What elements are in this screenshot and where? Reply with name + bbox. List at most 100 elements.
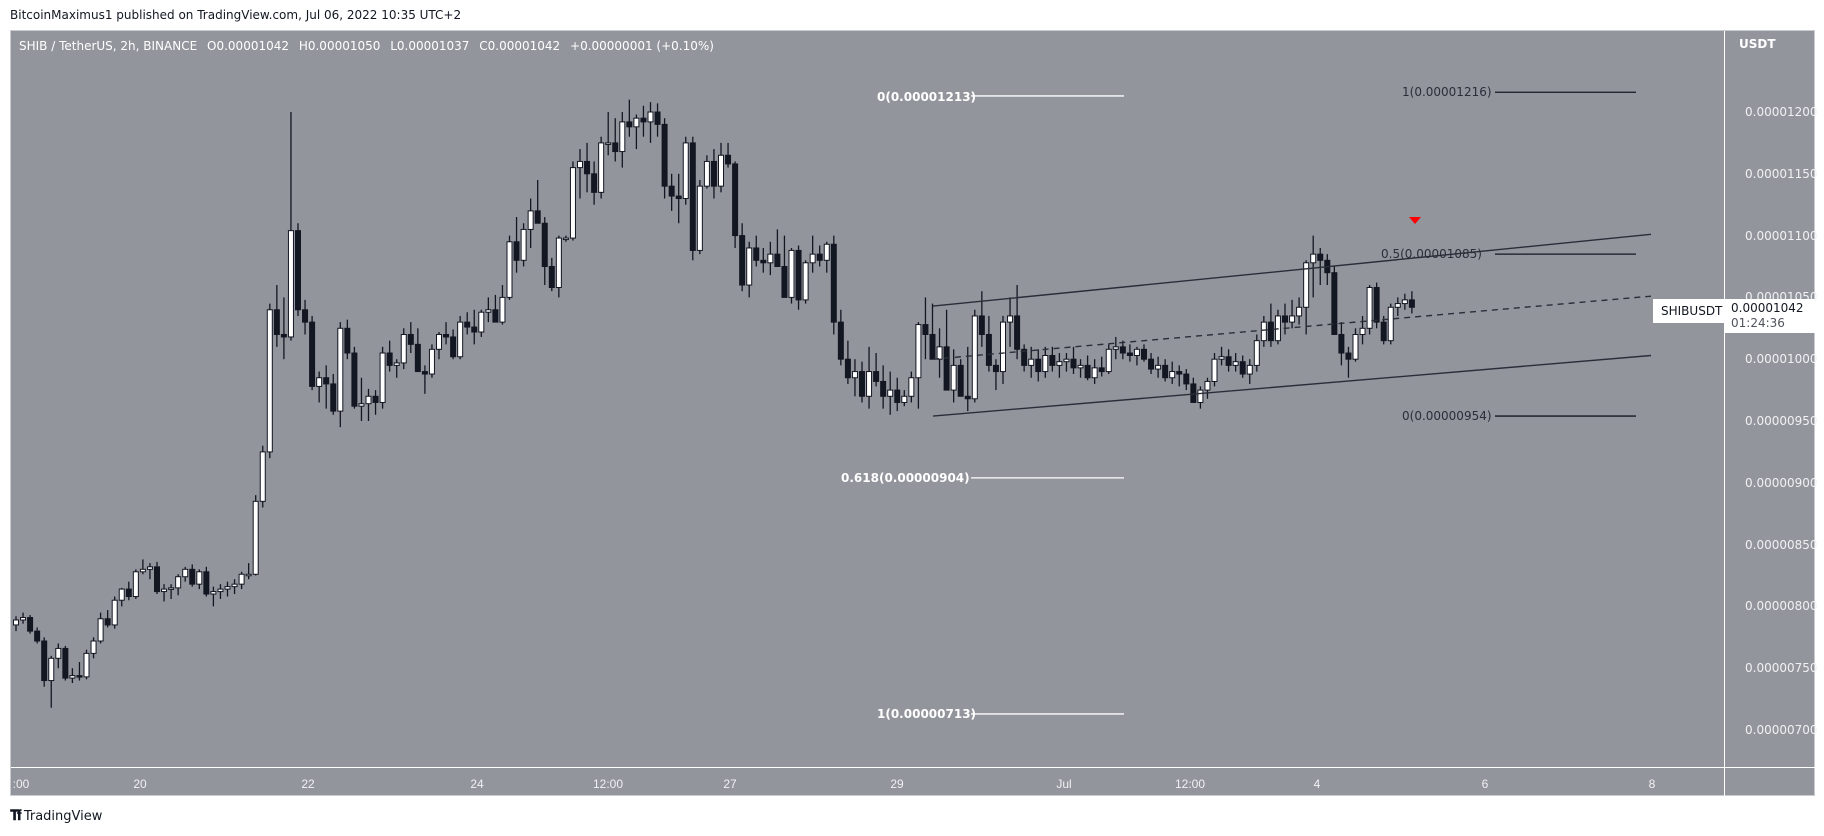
bull-candle [577, 160, 583, 169]
bear-candle [873, 371, 880, 382]
bear-candle [414, 343, 421, 373]
bull-candle [161, 588, 168, 593]
bull-candle [950, 364, 957, 391]
bull-candle [555, 237, 562, 289]
bull-candle [619, 121, 626, 153]
bear-candle [203, 571, 210, 595]
bear-candle [992, 364, 999, 373]
price-tick: 0.00001200 [1745, 105, 1818, 119]
bar-countdown: 01:24:36 [1731, 316, 1785, 330]
price-tick: 0.00000750 [1745, 661, 1818, 676]
bear-candle [323, 377, 330, 385]
bull-candle [520, 228, 527, 261]
bull-candle [55, 647, 62, 659]
legend-symbol[interactable]: SHIB / TetherUS, 2h, BINANCE [19, 39, 198, 53]
bear-candle [372, 395, 379, 403]
bull-candle [1260, 321, 1267, 342]
bear-candle [1049, 354, 1056, 366]
time-tick: 27 [723, 777, 737, 791]
fib-left-level-1: 1(0.00000713) [877, 707, 977, 721]
bull-candle [908, 377, 915, 397]
bear-candle [584, 160, 591, 175]
bear-candle [386, 352, 393, 366]
bear-candle [1014, 315, 1021, 350]
bear-candle [421, 371, 428, 375]
chart-pane[interactable]: SHIB / TetherUS, 2h, BINANCE O0.00001042… [11, 31, 1731, 767]
bear-candle [1021, 348, 1028, 366]
bull-candle [436, 333, 442, 350]
bull-candle [851, 371, 858, 379]
bull-candle [901, 395, 908, 403]
bear-candle [1098, 367, 1105, 373]
bull-candle [1359, 327, 1366, 335]
bear-candle [1282, 315, 1288, 323]
bull-candle [259, 451, 266, 502]
bear-candle [929, 333, 936, 360]
price-axis[interactable]: USDT 0.00001200 0.00001150 0.00001100 0.000… [1724, 31, 1818, 767]
bear-candle [591, 173, 598, 193]
bull-candle [1000, 321, 1006, 373]
bear-candle [689, 142, 696, 251]
bull-candle [1133, 348, 1140, 356]
last-price-tag: 0.00001042 01:24:36 [1725, 299, 1815, 333]
fib-right-level-05: 0.5(0.00001085) [1381, 247, 1482, 261]
bull-candle [562, 237, 569, 241]
bear-candle [280, 333, 287, 338]
bull-candle [365, 395, 372, 405]
price-tick: 0.00000900 [1745, 475, 1818, 490]
price-tick: 0.00000800 [1745, 599, 1818, 614]
bear-candle [34, 630, 41, 642]
bear-candle [1070, 358, 1077, 369]
bull-candle [182, 568, 189, 578]
bull-candle [746, 247, 753, 286]
bear-candle [541, 222, 548, 268]
bull-candle [1211, 358, 1218, 382]
bull-candle [1387, 306, 1394, 342]
chart-legend: SHIB / TetherUS, 2h, BINANCE O0.00001042… [19, 39, 720, 53]
candlestick-chart [13, 91, 1652, 715]
bear-candle [548, 266, 555, 289]
bear-candle [739, 235, 746, 286]
legend-close-label: C [479, 39, 488, 53]
price-tick: 0.00000700 [1745, 723, 1818, 737]
bull-candle [1352, 333, 1359, 360]
bear-candle [443, 333, 450, 338]
publish-line: BitcoinMaximus1 published on TradingView… [10, 8, 462, 22]
time-tick: Jul [1056, 777, 1072, 791]
bear-candle [985, 333, 992, 366]
tradingview-branding: 𝐓𝐟 TradingView [10, 808, 102, 824]
bull-candle [1204, 380, 1211, 391]
bull-candle [358, 403, 365, 407]
bear-candle [154, 566, 160, 593]
bull-candle [1197, 389, 1204, 403]
bull-candle [132, 571, 139, 598]
bear-candle [1035, 358, 1042, 373]
bear-candle [534, 210, 541, 224]
legend-low: 0.00001037 [396, 39, 470, 53]
time-axis[interactable]: :00 20 22 24 12:00 27 29 Jul 12:00 4 6 8 [11, 767, 1724, 798]
price-tick: 0.00000850 [1745, 537, 1818, 552]
bear-candle [295, 230, 301, 311]
bear-candle [1084, 364, 1091, 379]
bull-candle [1303, 262, 1310, 308]
last-price-symbol-tag: SHIBUSDT [1653, 299, 1731, 323]
channel-upper-line [932, 233, 1652, 307]
bull-candle [245, 573, 252, 577]
bear-candle [471, 326, 478, 333]
bear-candle [302, 309, 309, 323]
bull-candle [69, 675, 76, 679]
bear-candle [1183, 373, 1190, 385]
bull-candle [118, 588, 125, 601]
bull-candle [231, 583, 238, 588]
bear-candle [1338, 333, 1345, 354]
bear-candle [1162, 364, 1169, 379]
bear-candle [76, 675, 83, 678]
bear-candle [964, 395, 971, 400]
bear-candle [104, 618, 111, 626]
bull-candle [971, 315, 978, 400]
bear-candle [125, 588, 132, 598]
bull-candle [598, 142, 605, 193]
bull-candle [767, 253, 774, 264]
bull-candle [633, 117, 640, 128]
bull-candle [1155, 364, 1162, 370]
